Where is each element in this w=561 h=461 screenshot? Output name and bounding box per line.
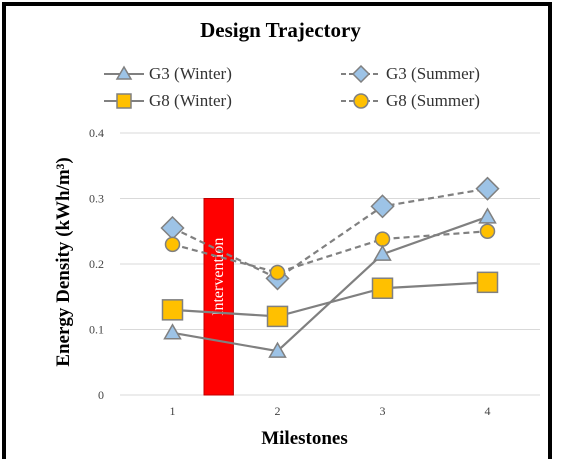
legend-item-g8-summer: G8 (Summer) [340,91,480,111]
data-point-square [371,277,394,299]
series-line [172,281,488,318]
legend-item-g8-winter: G8 (Winter) [103,91,232,111]
data-point-square [476,271,499,294]
triangle-marker-icon [104,65,144,80]
circle-marker-icon [341,93,381,109]
intervention-bar [203,198,234,396]
chart-title: Design Trajectory [200,18,361,42]
data-point-circle [479,223,496,239]
diamond-marker-icon [341,65,381,83]
data-point-diamond [160,215,185,241]
data-point-triangle [268,341,287,358]
series-line [172,187,488,280]
chart-frame [2,2,552,459]
legend-label: G3 (Winter) [149,64,232,83]
x-tick-label: 4 [485,404,491,418]
x-axis-title: Milestones [261,428,348,449]
data-point-square [161,299,184,321]
legend-label: G8 (Winter) [149,91,232,110]
legend-item-g3-summer: G3 (Summer) [340,64,480,84]
y-tick-label: 0.3 [89,192,104,206]
x-tick-label: 1 [170,404,176,418]
data-point-triangle [163,323,182,340]
data-point-diamond [370,194,395,219]
data-point-triangle [478,207,497,224]
data-point-square [266,305,289,328]
y-tick-label: 0.2 [89,257,104,271]
data-point-circle [269,264,286,281]
data-point-diamond [475,176,500,201]
legend-item-g3-winter: G3 (Winter) [103,64,232,84]
legend-label: G8 (Summer) [386,91,480,110]
x-tick-label: 3 [380,404,386,418]
x-tick-label: 2 [275,404,281,418]
data-point-triangle [373,244,392,261]
y-tick-label: 0.4 [89,126,104,140]
y-tick-label: 0 [98,388,104,402]
legend-label: G3 (Summer) [386,64,480,83]
data-point-circle [164,236,181,253]
y-tick-label: 0.1 [89,323,104,337]
data-point-circle [374,231,391,247]
square-marker-icon [104,93,144,109]
